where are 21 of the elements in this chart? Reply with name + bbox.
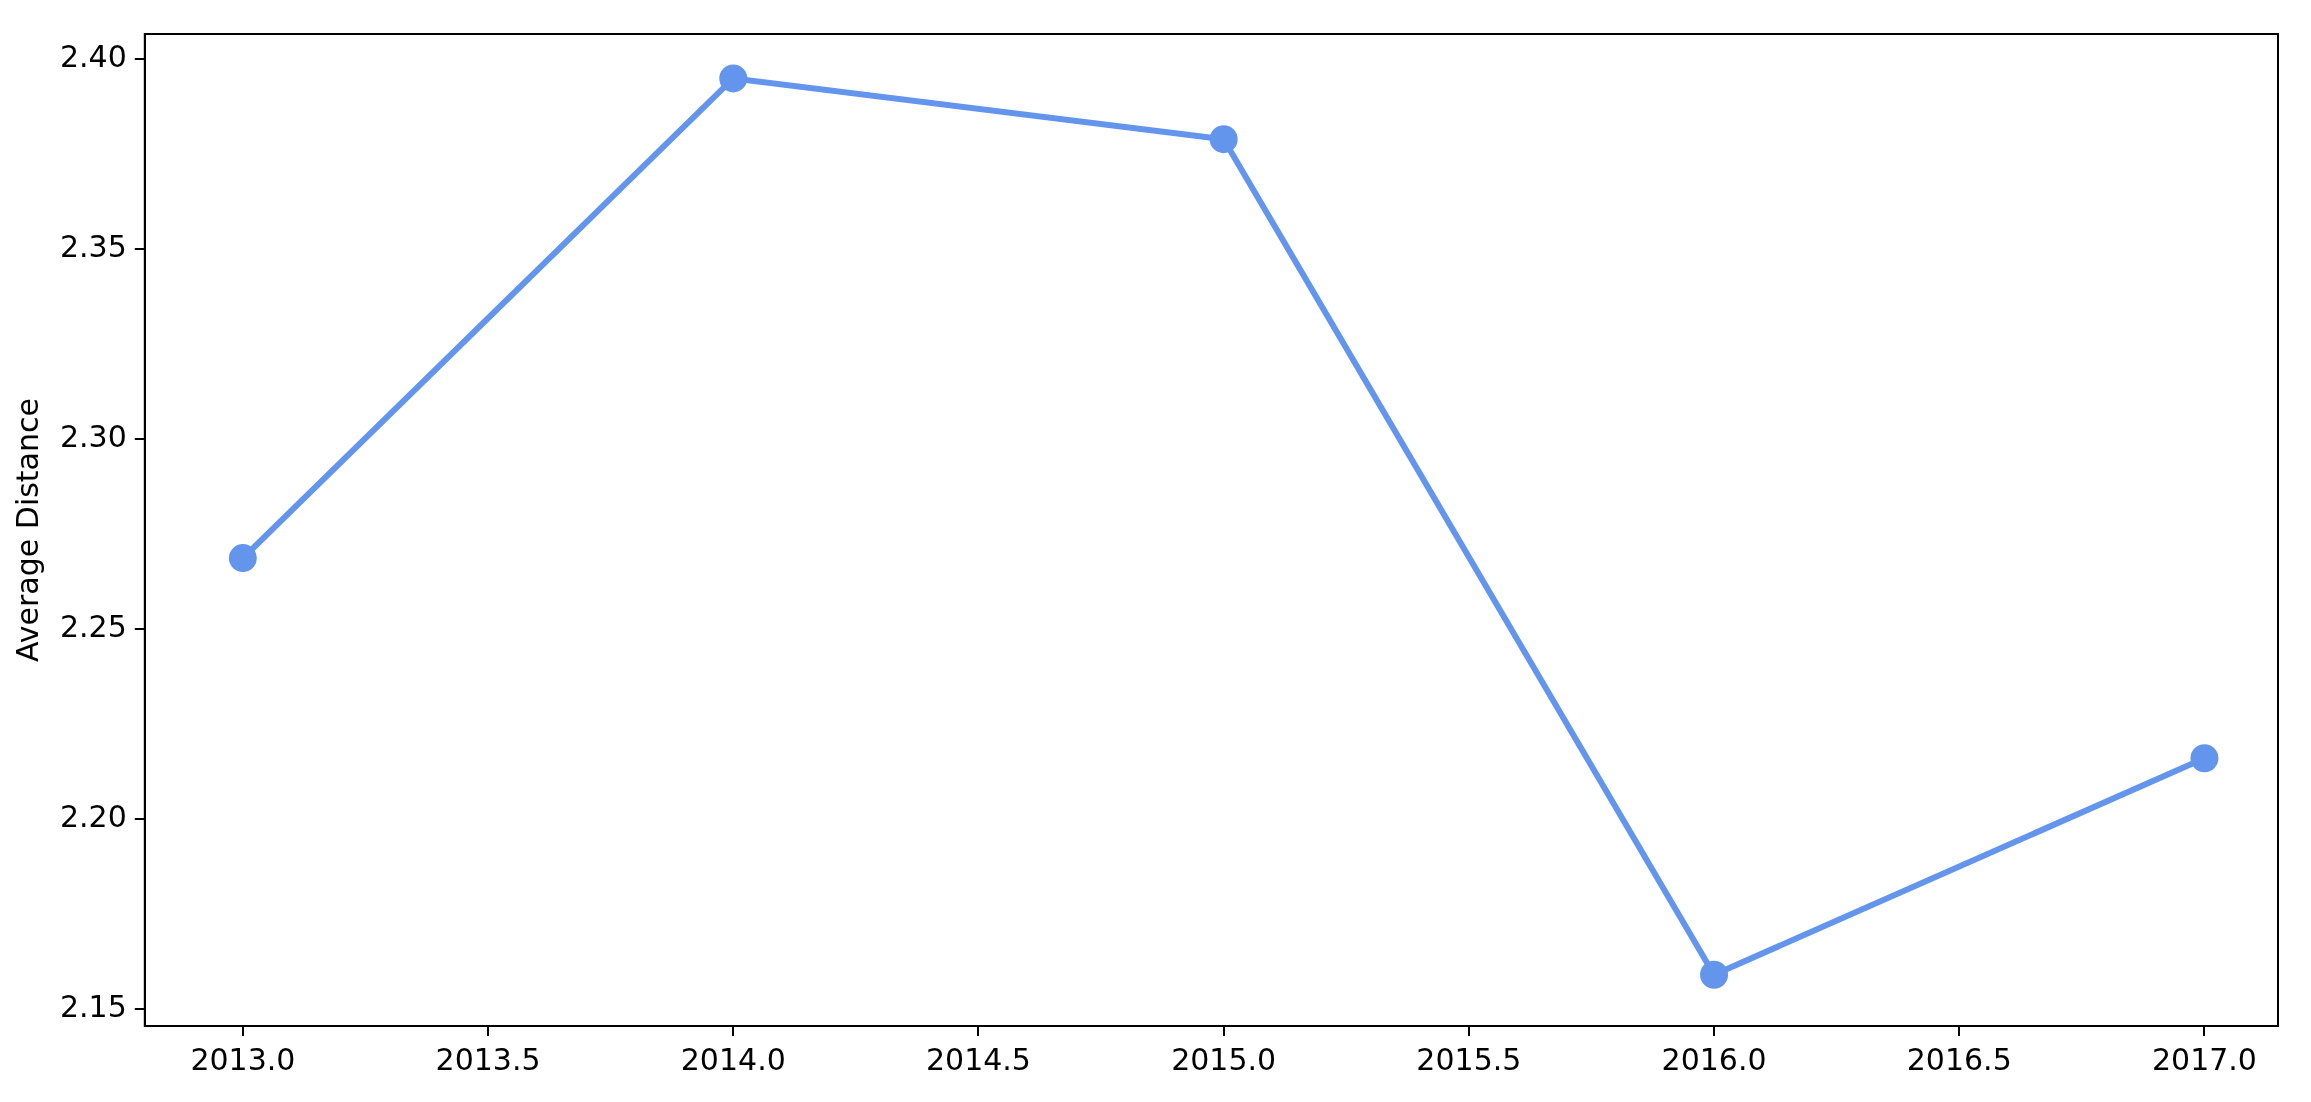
x-tick-label: 2015.0 — [1171, 1041, 1277, 1077]
y-axis-title: Average Distance — [9, 398, 45, 662]
point — [719, 64, 748, 93]
point — [1700, 960, 1729, 989]
point — [2190, 744, 2219, 773]
x-tick-label: 2014.0 — [680, 1041, 786, 1077]
x-tick-label: 2013.0 — [190, 1041, 296, 1077]
y-tick-label: 2.15 — [60, 988, 127, 1024]
x-tick-label: 2016.0 — [1661, 1041, 1767, 1077]
x-tick-label: 2014.5 — [925, 1041, 1031, 1077]
y-tick-label: 2.30 — [60, 419, 127, 455]
x-tick-label: 2015.5 — [1416, 1041, 1522, 1077]
y-tick-label: 2.40 — [60, 39, 127, 75]
x-tick-label: 2017.0 — [2151, 1041, 2257, 1077]
point — [1209, 125, 1238, 154]
x-tick-label: 2013.5 — [435, 1041, 541, 1077]
y-tick-label: 2.35 — [60, 229, 127, 265]
x-tick-label: 2016.5 — [1906, 1041, 2012, 1077]
y-tick-label: 2.25 — [60, 608, 127, 644]
y-tick-label: 2.20 — [60, 798, 127, 834]
point — [228, 544, 257, 573]
